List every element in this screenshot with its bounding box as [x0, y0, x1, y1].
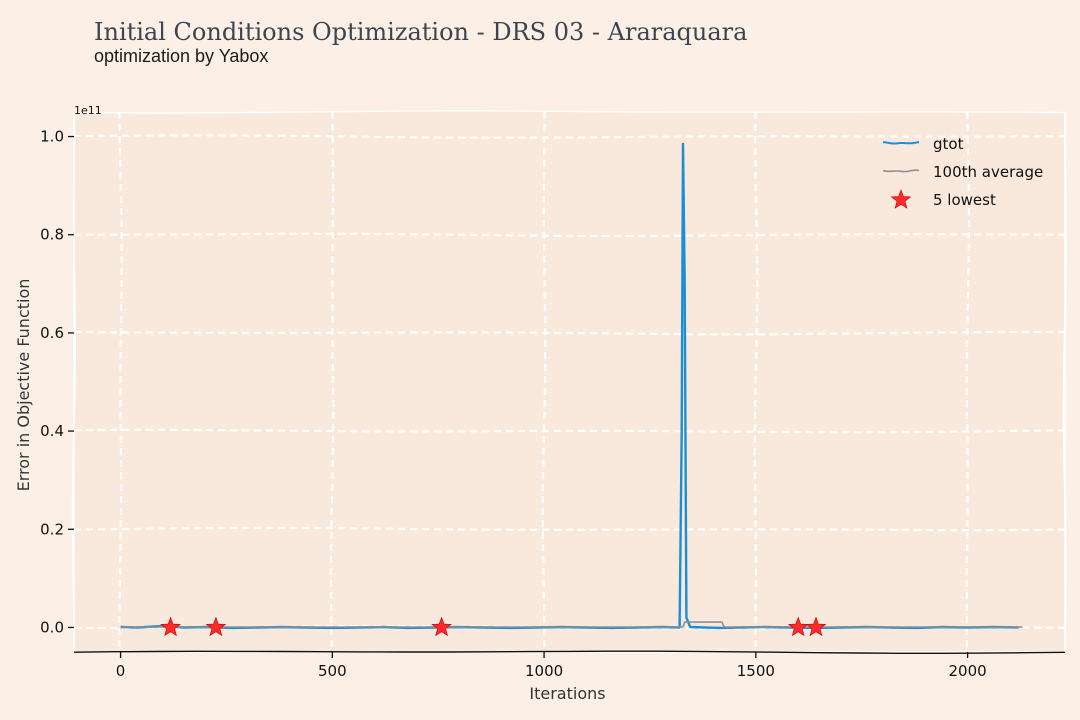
grid-line-x [118, 111, 123, 652]
y-tick-label: 1.0 [40, 128, 64, 146]
y-tick-label: 0.6 [40, 324, 64, 342]
x-tick-label: 500 [318, 662, 347, 680]
x-tick-label: 1000 [525, 662, 563, 680]
y-tick-label: 0.8 [40, 226, 64, 244]
lowest-point-star [160, 616, 181, 637]
y-offset-label: 1e11 [74, 104, 102, 117]
lowest-point-star [805, 616, 827, 637]
legend-label: gtot [933, 135, 964, 153]
series-average-line [120, 621, 1023, 628]
legend-swatch-1 [882, 169, 920, 173]
grid-line-x [541, 112, 547, 653]
plot-area [73, 110, 1066, 653]
lowest-point-star [787, 616, 809, 637]
legend-label: 5 lowest [933, 191, 996, 209]
x-tick-label: 1500 [737, 662, 775, 680]
x-tick-label: 2000 [949, 662, 987, 680]
lowest-point-star [431, 616, 452, 637]
x-tick-label: 0 [116, 662, 126, 680]
y-tick-label: 0.0 [40, 618, 64, 636]
y-axis-label: Error in Objective Function [14, 279, 33, 492]
x-axis-line [73, 650, 1066, 654]
grid-line-x [329, 111, 335, 653]
legend-swatch-star [890, 189, 912, 209]
chart-subtitle: optimization by Yabox [94, 46, 269, 66]
grid-line-x [753, 111, 759, 653]
legend-swatch-0 [882, 141, 920, 145]
plot-border-right [1062, 112, 1067, 653]
y-tick-label: 0.2 [40, 520, 64, 538]
legend-label: 100th average [933, 163, 1043, 181]
grid-line-y [73, 428, 1066, 434]
x-axis-label: Iterations [529, 684, 605, 703]
grid-line-y [73, 330, 1066, 336]
grid-line-x [965, 111, 971, 653]
grid-line-y [73, 134, 1066, 139]
chart-title: Initial Conditions Optimization - DRS 03… [94, 18, 748, 46]
grid-line-y [73, 526, 1066, 532]
plot-border-left [71, 111, 77, 653]
lowest-point-star [205, 616, 227, 637]
chart-header: Initial Conditions Optimization - DRS 03… [94, 14, 747, 67]
grid-line-y [74, 232, 1066, 238]
y-tick-label: 0.4 [40, 422, 64, 440]
